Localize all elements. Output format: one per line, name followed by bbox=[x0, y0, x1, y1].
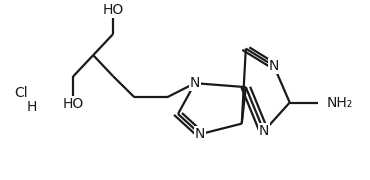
Text: HO: HO bbox=[63, 97, 84, 111]
Text: HO: HO bbox=[102, 3, 124, 17]
Text: N: N bbox=[259, 124, 269, 138]
Text: N: N bbox=[195, 127, 205, 141]
Text: Cl: Cl bbox=[14, 86, 28, 100]
Text: H: H bbox=[27, 100, 37, 114]
Text: N: N bbox=[190, 76, 200, 90]
Text: N: N bbox=[269, 59, 279, 73]
Text: NH₂: NH₂ bbox=[327, 96, 353, 109]
